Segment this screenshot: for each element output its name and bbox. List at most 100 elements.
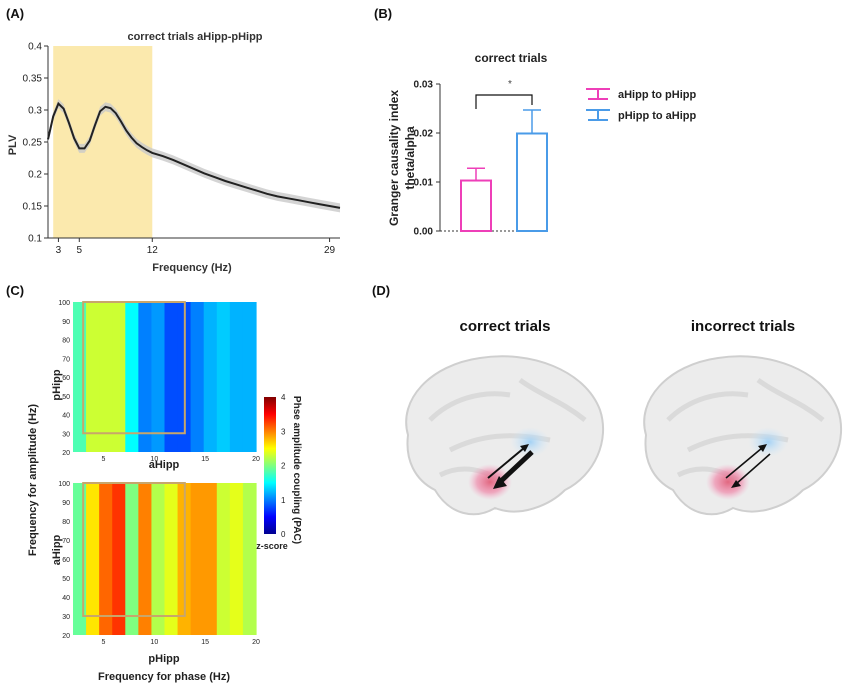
heatmap-cell	[216, 302, 231, 452]
plv-line-chart: 0.1 0.15 0.2 0.25 0.3 0.35 0.4 3 5 12 29 correct t…	[7, 31, 341, 274]
y-tick-label: 0.01	[414, 178, 434, 189]
y-tick-label: 0.35	[23, 74, 43, 85]
significance-marker: *	[508, 79, 512, 90]
heatmap-cell	[86, 483, 100, 635]
x-tick-label: 5	[102, 456, 106, 463]
y-tick-label: 20	[62, 450, 70, 457]
heatmap-cell	[164, 302, 179, 452]
x-tick-label: 20	[252, 456, 260, 463]
heatmap-cell	[112, 483, 126, 635]
y-axis-label-line1: Granger causality index	[387, 90, 401, 226]
heatmap-cell	[229, 302, 244, 452]
arrow-a-to-p	[487, 447, 525, 479]
error-band	[48, 99, 340, 213]
x-tick-label: 29	[324, 245, 336, 256]
heatmap-cell	[73, 483, 87, 635]
y-tick-label: 80	[62, 338, 70, 345]
arrow-p-to-a	[735, 453, 771, 485]
heatmap-cell	[138, 302, 153, 452]
heatmap-cell	[151, 483, 166, 635]
heatmap-cell	[242, 302, 257, 452]
heatmap-cell	[73, 302, 87, 452]
ahipp-region	[468, 464, 512, 500]
colorbar-tick-label: 3	[281, 427, 286, 436]
map1-col-label: aHipp	[149, 459, 180, 471]
colorbar-unit: z-score	[256, 541, 288, 551]
colorbar	[264, 397, 276, 534]
colorbar-label: Phse amplitude coupling (PAC)	[291, 396, 302, 544]
y-tick-label: 50	[62, 394, 70, 401]
heatmap-cell	[190, 302, 205, 452]
colorbar-tick-label: 4	[281, 393, 286, 402]
y-tick-label: 0.1	[28, 234, 42, 245]
y-tick-label: 100	[58, 300, 70, 307]
x-tick-label: 12	[147, 245, 159, 256]
brain-correct-trials	[405, 355, 605, 516]
heatmap-cell	[203, 483, 218, 635]
x-axis-label: Frequency for phase (Hz)	[98, 671, 230, 683]
panel-b-label: (B)	[374, 6, 393, 21]
selection-box	[82, 301, 186, 435]
brain-title-incorrect: incorrect trials	[690, 318, 796, 335]
x-tick-label: 10	[150, 639, 158, 646]
x-tick-label: 10	[150, 456, 158, 463]
y-tick-label: 0.2	[28, 170, 42, 181]
y-tick-label: 90	[62, 319, 70, 326]
x-tick-label: 5	[77, 245, 83, 256]
y-tick-label: 70	[62, 356, 70, 363]
legend-label-1: pHipp to aHipp	[618, 110, 696, 122]
x-tick-label: 5	[102, 639, 106, 646]
heatmap-cell	[229, 483, 244, 635]
legend-swatch-0	[586, 88, 610, 100]
arrow-p-to-a	[498, 450, 534, 484]
legend-swatch-1	[586, 109, 610, 121]
y-tick-label: 40	[62, 595, 70, 602]
y-tick-label: 30	[62, 431, 70, 438]
colorbar-tick-label: 0	[281, 530, 286, 539]
x-tick-label: 15	[201, 639, 209, 646]
heatmap-cell	[216, 483, 231, 635]
y-tick-label: 0.03	[414, 80, 434, 91]
arrowhead-a-to-p	[520, 444, 529, 452]
pac-map-phipp-ahipp: 20 30 40 50 60 70 80 90 100 5 10 15 20	[58, 300, 260, 463]
y-tick-label: 0.15	[23, 202, 43, 213]
phipp-region	[748, 427, 788, 457]
map2-col-label: pHipp	[148, 653, 179, 665]
arrowhead-a-to-p	[758, 444, 767, 452]
heatmap-cell	[203, 302, 218, 452]
y-tick-label: 90	[62, 500, 70, 507]
y-axis-label: PLV	[7, 134, 19, 155]
arrow-a-to-p	[725, 447, 763, 479]
heatmap-cell	[99, 483, 113, 635]
y-tick-label: 20	[62, 633, 70, 640]
chart-title: correct trials aHipp-pHipp	[127, 31, 262, 43]
heatmap-cell	[125, 302, 139, 452]
x-tick-label: 20	[252, 639, 260, 646]
selection-box	[82, 482, 186, 617]
colorbar-tick-label: 1	[281, 496, 286, 505]
heatmap-cell	[164, 483, 179, 635]
heatmap-cell	[242, 483, 257, 635]
colorbar-tick-label: 2	[281, 462, 286, 471]
bar-1	[516, 132, 548, 233]
y-tick-label: 60	[62, 557, 70, 564]
y-tick-label: 30	[62, 614, 70, 621]
y-axis-label-line2: theta/alpha	[403, 126, 417, 190]
y-tick-label: 0.00	[414, 227, 434, 238]
y-tick-label: 0.25	[23, 138, 43, 149]
arrowhead-p-to-a	[493, 476, 507, 489]
brain-title-correct: correct trials	[459, 318, 551, 335]
heatmap-cell	[86, 302, 100, 452]
ahipp-region	[706, 464, 750, 500]
phipp-region	[510, 427, 550, 457]
panel-a-label: (A)	[6, 6, 25, 21]
heatmap-cell	[99, 302, 113, 452]
chart-title: correct trials	[475, 51, 548, 65]
x-tick-label: 3	[56, 245, 62, 256]
y-tick-label: 80	[62, 519, 70, 526]
pac-map-ahipp-phipp: 20 30 40 50 60 70 80 90 100 5 10 15 20	[58, 481, 260, 646]
granger-bar-chart: correct trials Granger causality index t…	[387, 51, 696, 238]
y-axis-label: Frequency for amplitude (Hz)	[27, 404, 39, 557]
y-tick-label: 70	[62, 538, 70, 545]
